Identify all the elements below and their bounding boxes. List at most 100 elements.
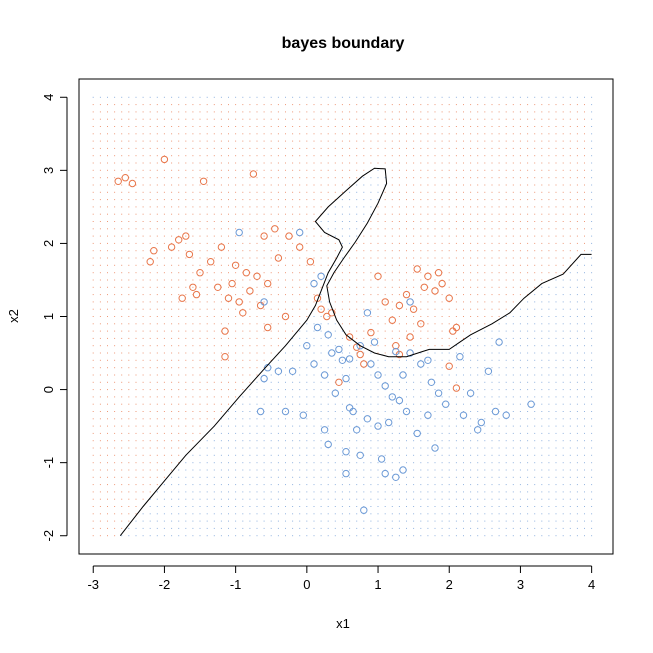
- grid-dot: [256, 177, 258, 179]
- grid-dot: [555, 147, 557, 149]
- grid-dot: [512, 396, 514, 398]
- grid-dot: [341, 418, 343, 420]
- grid-dot: [398, 527, 400, 529]
- grid-dot: [384, 147, 386, 149]
- grid-dot: [334, 411, 336, 412]
- grid-dot: [285, 184, 286, 186]
- grid-dot: [498, 367, 500, 369]
- grid-dot: [220, 425, 222, 427]
- grid-dot: [92, 228, 94, 230]
- grid-dot: [391, 228, 393, 230]
- grid-dot: [413, 235, 415, 237]
- grid-dot: [427, 374, 429, 376]
- grid-dot: [185, 272, 187, 274]
- grid-dot: [299, 272, 301, 274]
- grid-dot: [192, 162, 194, 164]
- grid-dot: [199, 389, 201, 391]
- grid-dot: [356, 272, 358, 274]
- grid-dot: [470, 140, 472, 142]
- grid-dot: [249, 264, 251, 266]
- grid-dot: [242, 440, 244, 442]
- grid-dot: [363, 104, 365, 106]
- grid-dot: [498, 104, 500, 106]
- orange-point: [175, 236, 183, 244]
- grid-dot: [413, 535, 415, 537]
- grid-dot: [534, 250, 536, 252]
- grid-dot: [363, 213, 365, 215]
- grid-dot: [292, 316, 294, 317]
- grid-dot: [576, 308, 578, 310]
- grid-dot: [463, 337, 464, 339]
- grid-dot: [242, 374, 244, 376]
- grid-dot: [128, 279, 130, 281]
- grid-dot: [92, 126, 94, 127]
- grid-dot: [463, 330, 464, 332]
- grid-dot: [185, 140, 187, 142]
- grid-dot: [584, 440, 585, 442]
- grid-dot: [263, 352, 265, 354]
- grid-dot: [398, 177, 400, 179]
- grid-dot: [548, 411, 550, 412]
- grid-dot: [263, 221, 265, 222]
- grid-dot: [242, 228, 244, 230]
- grid-dot: [384, 498, 386, 500]
- grid-dot: [555, 104, 557, 106]
- grid-dot: [463, 308, 464, 310]
- grid-dot: [107, 206, 108, 208]
- grid-dot: [519, 337, 521, 339]
- grid-dot: [541, 133, 543, 135]
- grid-dot: [242, 345, 244, 347]
- grid-dot: [406, 272, 407, 274]
- grid-dot: [206, 308, 208, 310]
- grid-dot: [391, 257, 393, 259]
- grid-dot: [114, 133, 116, 135]
- grid-dot: [163, 411, 165, 412]
- grid-dot: [292, 462, 294, 464]
- grid-dot: [121, 462, 123, 464]
- grid-dot: [498, 96, 500, 98]
- grid-dot: [434, 411, 436, 412]
- grid-dot: [156, 272, 158, 274]
- grid-dot: [185, 301, 187, 303]
- grid-dot: [92, 213, 94, 215]
- grid-dot: [562, 535, 564, 537]
- grid-dot: [555, 250, 557, 252]
- grid-dot: [178, 147, 180, 149]
- grid-dot: [356, 462, 358, 464]
- grid-dot: [256, 221, 258, 222]
- grid-dot: [584, 294, 585, 296]
- grid-dot: [270, 111, 272, 113]
- grid-dot: [313, 432, 315, 434]
- grid-dot: [142, 454, 144, 456]
- grid-dot: [320, 469, 322, 471]
- grid-dot: [569, 330, 571, 332]
- grid-dot: [206, 111, 208, 113]
- grid-dot: [206, 177, 208, 179]
- grid-dot: [384, 337, 386, 339]
- grid-dot: [256, 374, 258, 376]
- grid-dot: [285, 199, 286, 201]
- grid-dot: [591, 506, 593, 507]
- grid-dot: [178, 359, 180, 361]
- grid-dot: [555, 213, 557, 215]
- grid-dot: [92, 345, 94, 347]
- grid-dot: [505, 162, 507, 164]
- grid-dot: [228, 184, 229, 186]
- grid-dot: [256, 96, 258, 98]
- grid-dot: [569, 177, 571, 179]
- grid-dot: [135, 286, 137, 288]
- grid-dot: [256, 484, 258, 486]
- grid-dot: [484, 272, 486, 274]
- grid-dot: [92, 206, 94, 208]
- grid-dot: [349, 206, 351, 208]
- grid-dot: [427, 498, 429, 500]
- grid-dot: [228, 425, 229, 427]
- grid-dot: [363, 308, 365, 310]
- grid-dot: [192, 316, 194, 317]
- grid-dot: [206, 454, 208, 456]
- grid-dot: [135, 469, 137, 471]
- grid-dot: [519, 476, 521, 478]
- grid-dot: [519, 96, 521, 98]
- grid-dot: [135, 126, 137, 127]
- grid-dot: [498, 425, 500, 427]
